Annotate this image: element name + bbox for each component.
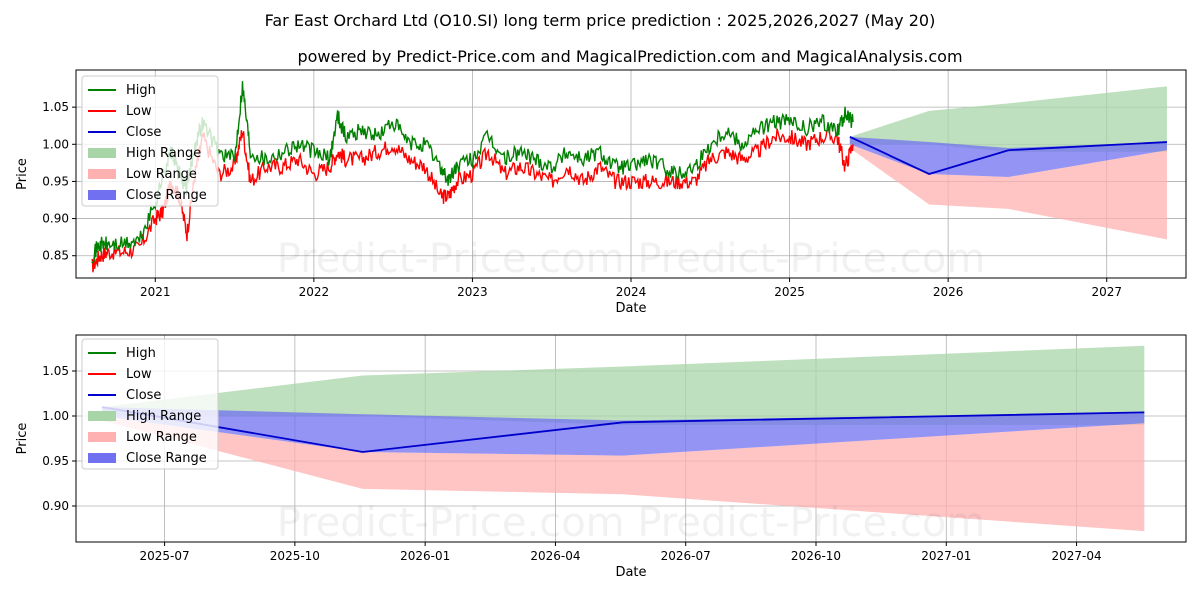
legend-label: Close Range <box>126 451 207 466</box>
bottom-panel: Predict-Price.com Predict-Price.com 2025-… <box>15 334 1187 580</box>
watermark-text: Predict-Price.com Predict-Price.com <box>277 236 986 282</box>
y-tick-label: 1.00 <box>42 409 69 423</box>
x-tick-label: 2027-01 <box>921 549 971 563</box>
legend-label: Low Range <box>126 430 197 445</box>
y-tick-label: 1.05 <box>42 364 69 378</box>
y-tick-label: 0.85 <box>42 249 69 263</box>
x-tick-label: 2027-04 <box>1051 549 1101 563</box>
low-range-band <box>849 144 1167 240</box>
legend-label: High Range <box>126 146 201 161</box>
plot-area <box>91 81 1168 273</box>
chart-subtitle: powered by Predict-Price.com and Magical… <box>297 47 962 66</box>
y-tick-label: 0.90 <box>42 499 69 513</box>
x-tick-label: 2025 <box>774 285 805 299</box>
x-tick-label: 2025-10 <box>270 549 320 563</box>
legend-swatch-patch <box>88 190 116 200</box>
legend-label: Low Range <box>126 167 197 182</box>
y-axis-label: Price <box>15 158 30 190</box>
x-tick-label: 2023 <box>457 285 488 299</box>
close-series-line <box>849 136 1168 175</box>
low-range-band <box>102 416 1145 532</box>
y-axis-label: Price <box>15 423 30 455</box>
watermark-text: Predict-Price.com Predict-Price.com <box>277 500 986 546</box>
legend-swatch-patch <box>88 411 116 421</box>
y-tick-label: 0.90 <box>42 212 69 226</box>
y-tick-label: 0.95 <box>42 454 69 468</box>
legend-label: Low <box>126 367 152 382</box>
x-tick-label: 2026-01 <box>400 549 450 563</box>
plot-frame <box>75 334 1187 543</box>
legend-swatch-patch <box>88 148 116 158</box>
legend-swatch-patch <box>88 432 116 442</box>
y-tick-label: 1.05 <box>42 100 69 114</box>
x-tick-label: 2025-07 <box>140 549 190 563</box>
x-tick-label: 2026-07 <box>661 549 711 563</box>
x-tick-label: 2026-04 <box>530 549 580 563</box>
x-tick-label: 2026 <box>933 285 964 299</box>
high-range-band <box>849 86 1167 152</box>
x-axis-label: Date <box>615 301 646 316</box>
low-series-line <box>91 128 854 273</box>
x-tick-label: 2027 <box>1091 285 1122 299</box>
x-tick-label: 2022 <box>299 285 330 299</box>
legend-label: Close Range <box>126 188 207 203</box>
y-tick-label: 0.95 <box>42 174 69 188</box>
legend-label: High <box>126 346 156 361</box>
legend-swatch-patch <box>88 169 116 179</box>
x-tick-label: 2026-10 <box>791 549 841 563</box>
high-range-band <box>102 345 1145 425</box>
chart-title: Far East Orchard Ltd (O10.SI) long term … <box>265 11 936 30</box>
close-range-band <box>102 407 1145 456</box>
y-tick-label: 1.00 <box>42 137 69 151</box>
legend-label: Close <box>126 125 161 140</box>
legend-label: Close <box>126 388 161 403</box>
x-axis-label: Date <box>615 565 646 580</box>
legend-label: Low <box>126 104 152 119</box>
close-series-line <box>101 406 1145 453</box>
top-panel: Predict-Price.com Predict-Price.com 2021 2… <box>15 69 1187 316</box>
legend-label: High Range <box>126 409 201 424</box>
legend-swatch-patch <box>88 453 116 463</box>
x-tick-label: 2024 <box>616 285 647 299</box>
plot-area <box>101 345 1145 532</box>
x-tick-label: 2021 <box>140 285 171 299</box>
legend-label: High <box>126 83 156 98</box>
